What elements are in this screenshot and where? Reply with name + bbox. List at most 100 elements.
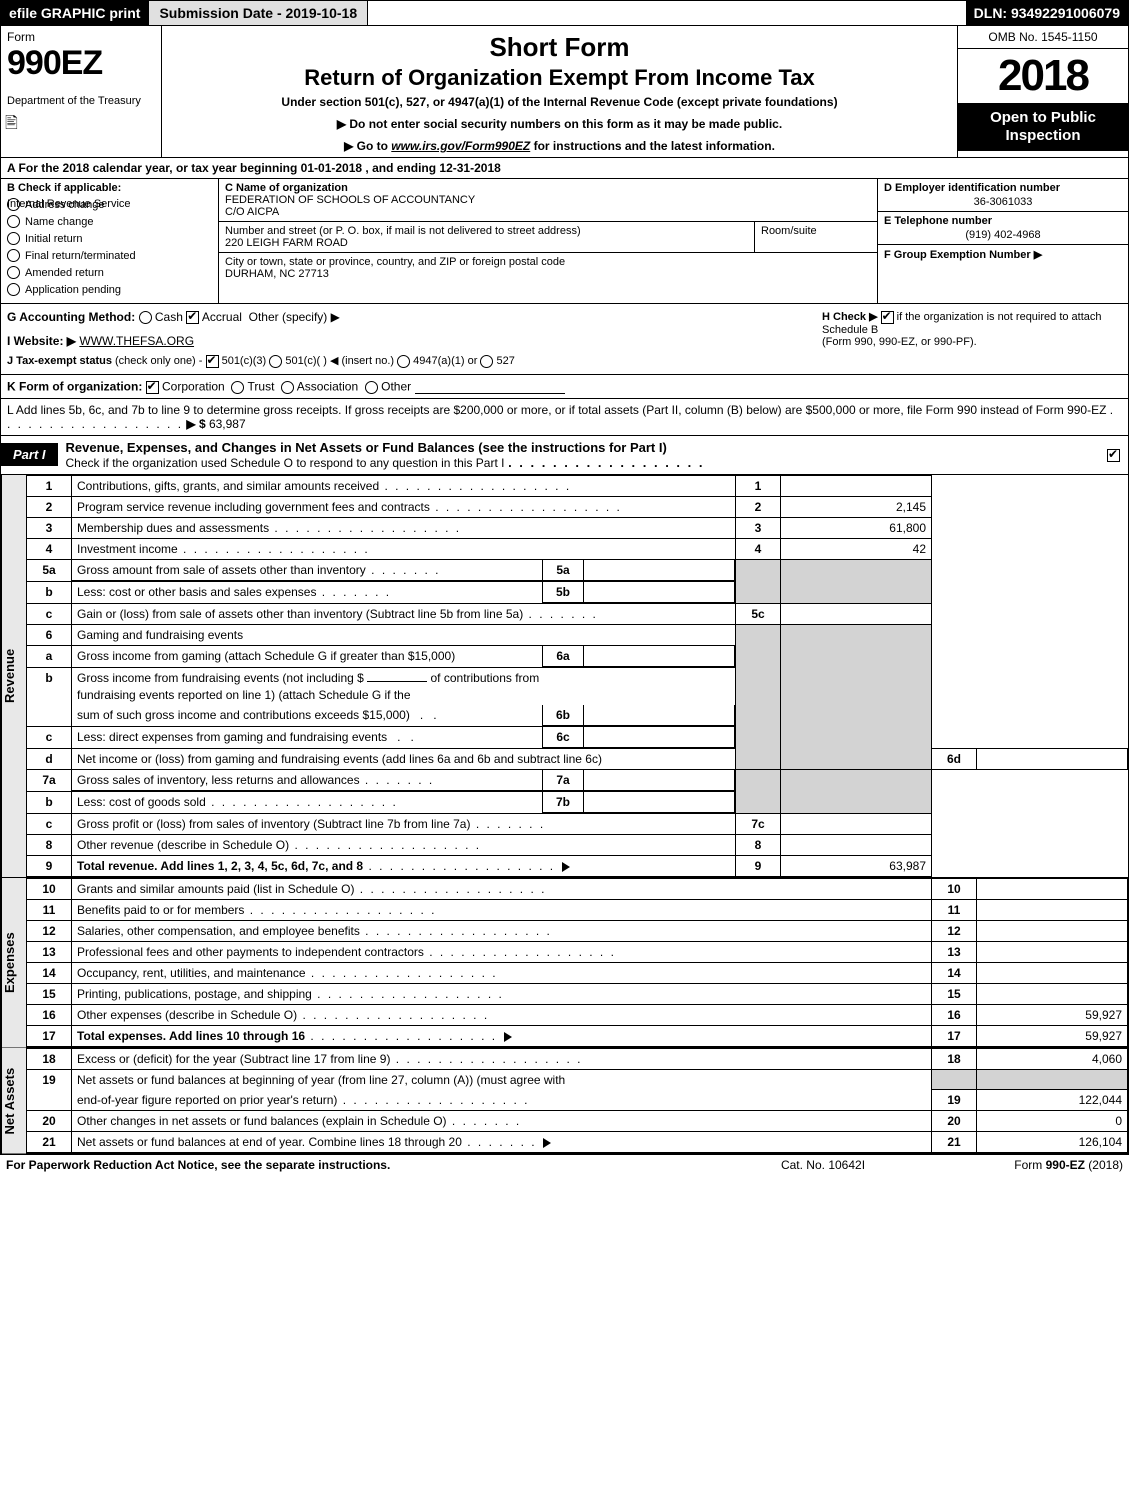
footer: For Paperwork Reduction Act Notice, see … bbox=[0, 1155, 1129, 1175]
e-block: E Telephone number (919) 402-4968 bbox=[878, 212, 1128, 245]
f-label: F Group Exemption Number ▶ bbox=[884, 249, 1042, 261]
e-value: (919) 402-4968 bbox=[884, 229, 1122, 241]
j-o3: 4947(a)(1) or bbox=[413, 355, 477, 367]
revenue-section: Revenue 1Contributions, gifts, grants, a… bbox=[1, 475, 1128, 878]
c-name: FEDERATION OF SCHOOLS OF ACCOUNTANCY bbox=[225, 194, 475, 206]
expenses-vbar: Expenses bbox=[1, 878, 26, 1047]
line-8: 8Other revenue (describe in Schedule O)8 bbox=[27, 834, 1128, 855]
k-o4: Other bbox=[381, 380, 411, 394]
j-4947[interactable] bbox=[397, 355, 410, 368]
l-amt-label: ▶ $ bbox=[186, 417, 209, 431]
section-bcdf: B Check if applicable: Address change Na… bbox=[1, 179, 1128, 304]
line-4: 4Investment income442 bbox=[27, 538, 1128, 559]
l-row: L Add lines 5b, 6c, and 7b to line 9 to … bbox=[1, 399, 1128, 435]
j-501c[interactable] bbox=[269, 355, 282, 368]
k-trust[interactable] bbox=[231, 381, 244, 394]
line-6a: a Gross income from gaming (attach Sched… bbox=[27, 645, 1128, 667]
netassets-vbar: Net Assets bbox=[1, 1048, 26, 1154]
header-left: Form 990EZ 🖹 Department of the Treasury … bbox=[1, 26, 162, 157]
line-11: 11Benefits paid to or for members11 bbox=[27, 899, 1128, 920]
g-label: G Accounting Method: bbox=[7, 310, 135, 324]
gh-row: G Accounting Method: Cash Accrual Other … bbox=[1, 304, 1128, 374]
h-text1: H Check ▶ bbox=[822, 311, 878, 323]
def-column: D Employer identification number 36-3061… bbox=[877, 179, 1128, 303]
k-corp[interactable] bbox=[146, 381, 159, 394]
a-mid: , and ending bbox=[365, 161, 439, 175]
k-other[interactable] bbox=[365, 381, 378, 394]
chk-application-pending[interactable]: Application pending bbox=[7, 283, 212, 296]
c-street-block: Number and street (or P. O. box, if mail… bbox=[219, 222, 877, 253]
expenses-section: Expenses 10Grants and similar amounts pa… bbox=[1, 878, 1128, 1048]
g-accrual-check[interactable] bbox=[186, 311, 199, 324]
line-5c: cGain or (loss) from sale of assets othe… bbox=[27, 603, 1128, 624]
submission-date: Submission Date - 2019-10-18 bbox=[148, 1, 368, 25]
chk-name-change[interactable]: Name change bbox=[7, 215, 212, 228]
j-o4: 527 bbox=[497, 355, 515, 367]
j-501c3[interactable] bbox=[206, 355, 219, 368]
omb-number: OMB No. 1545-1150 bbox=[958, 26, 1128, 49]
chk-initial-return[interactable]: Initial return bbox=[7, 232, 212, 245]
part1-checkbox[interactable] bbox=[1107, 449, 1120, 462]
c-city-block: City or town, state or province, country… bbox=[219, 253, 877, 283]
header-center: Short Form Return of Organization Exempt… bbox=[162, 26, 957, 157]
c-city-label: City or town, state or province, country… bbox=[225, 256, 565, 268]
a-end: 12-31-2018 bbox=[439, 161, 500, 175]
d-label: D Employer identification number bbox=[884, 182, 1060, 194]
d-value: 36-3061033 bbox=[884, 196, 1122, 208]
k-o2: Trust bbox=[248, 380, 275, 394]
i-label: I Website: ▶ bbox=[7, 334, 76, 348]
c-street-label: Number and street (or P. O. box, if mail… bbox=[225, 225, 581, 237]
top-bar: efile GRAPHIC print Submission Date - 20… bbox=[0, 0, 1129, 26]
chk-final-return[interactable]: Final return/terminated bbox=[7, 249, 212, 262]
line-18: 18Excess or (deficit) for the year (Subt… bbox=[27, 1048, 1128, 1069]
line-7b: b Less: cost of goods sold7b bbox=[27, 791, 1128, 813]
sub3-prefix: ▶ Go to bbox=[344, 139, 391, 153]
j-o1: 501(c)(3) bbox=[222, 355, 267, 367]
line-3: 3Membership dues and assessments361,800 bbox=[27, 517, 1128, 538]
line-6d: dNet income or (loss) from gaming and fu… bbox=[27, 748, 1128, 769]
subtitle-3: ▶ Go to www.irs.gov/Form990EZ for instru… bbox=[168, 139, 951, 153]
g-cash-radio[interactable] bbox=[139, 311, 152, 324]
line-13: 13Professional fees and other payments t… bbox=[27, 941, 1128, 962]
a-prefix: A For the 2018 calendar year, or tax yea… bbox=[7, 161, 301, 175]
dln: DLN: 93492291006079 bbox=[966, 1, 1128, 25]
g-other: Other (specify) ▶ bbox=[249, 310, 340, 324]
b-title: B Check if applicable: bbox=[7, 182, 212, 194]
chk-amended-return[interactable]: Amended return bbox=[7, 266, 212, 279]
g-cash: Cash bbox=[155, 310, 183, 324]
department: Department of the Treasury bbox=[7, 95, 155, 107]
d-block: D Employer identification number 36-3061… bbox=[878, 179, 1128, 212]
expenses-table: 10Grants and similar amounts paid (list … bbox=[26, 878, 1128, 1047]
line-9: 9Total revenue. Add lines 1, 2, 3, 4, 5c… bbox=[27, 855, 1128, 876]
line-5b: b Less: cost or other basis and sales ex… bbox=[27, 581, 1128, 603]
form-word: Form bbox=[7, 30, 155, 44]
c-name-label: C Name of organization bbox=[225, 182, 348, 194]
i-value[interactable]: WWW.THEFSA.ORG bbox=[79, 334, 194, 348]
irs-link[interactable]: www.irs.gov/Form990EZ bbox=[391, 139, 530, 153]
k-label: K Form of organization: bbox=[7, 380, 142, 394]
subtitle-2: ▶ Do not enter social security numbers o… bbox=[168, 117, 951, 131]
j-o2: 501(c)( ) ◀ (insert no.) bbox=[285, 355, 394, 367]
line-16: 16Other expenses (describe in Schedule O… bbox=[27, 1004, 1128, 1025]
line-21: 21Net assets or fund balances at end of … bbox=[27, 1132, 1128, 1153]
subtitle-1: Under section 501(c), 527, or 4947(a)(1)… bbox=[168, 95, 951, 109]
sub3-suffix: for instructions and the latest informat… bbox=[530, 139, 775, 153]
h-check[interactable] bbox=[881, 311, 894, 324]
open-to-public: Open to Public Inspection bbox=[958, 103, 1128, 151]
c-street: 220 LEIGH FARM ROAD bbox=[225, 237, 348, 249]
form-number: 990EZ bbox=[7, 44, 155, 83]
k-o1: Corporation bbox=[162, 380, 225, 394]
e-label: E Telephone number bbox=[884, 215, 992, 227]
j-527[interactable] bbox=[480, 355, 493, 368]
line-17: 17Total expenses. Add lines 10 through 1… bbox=[27, 1025, 1128, 1046]
efile-label: efile GRAPHIC print bbox=[1, 1, 148, 25]
j-note: (check only one) - bbox=[115, 355, 202, 367]
line-20: 20Other changes in net assets or fund ba… bbox=[27, 1111, 1128, 1132]
line-7c: cGross profit or (loss) from sales of in… bbox=[27, 813, 1128, 834]
h-block: H Check ▶ if the organization is not req… bbox=[816, 304, 1128, 374]
part1-check-text: Check if the organization used Schedule … bbox=[66, 456, 505, 470]
k-assoc[interactable] bbox=[281, 381, 294, 394]
chk-label-5: Application pending bbox=[25, 284, 121, 296]
footer-right: Form 990-EZ (2018) bbox=[923, 1158, 1123, 1172]
g-accrual: Accrual bbox=[202, 310, 242, 324]
